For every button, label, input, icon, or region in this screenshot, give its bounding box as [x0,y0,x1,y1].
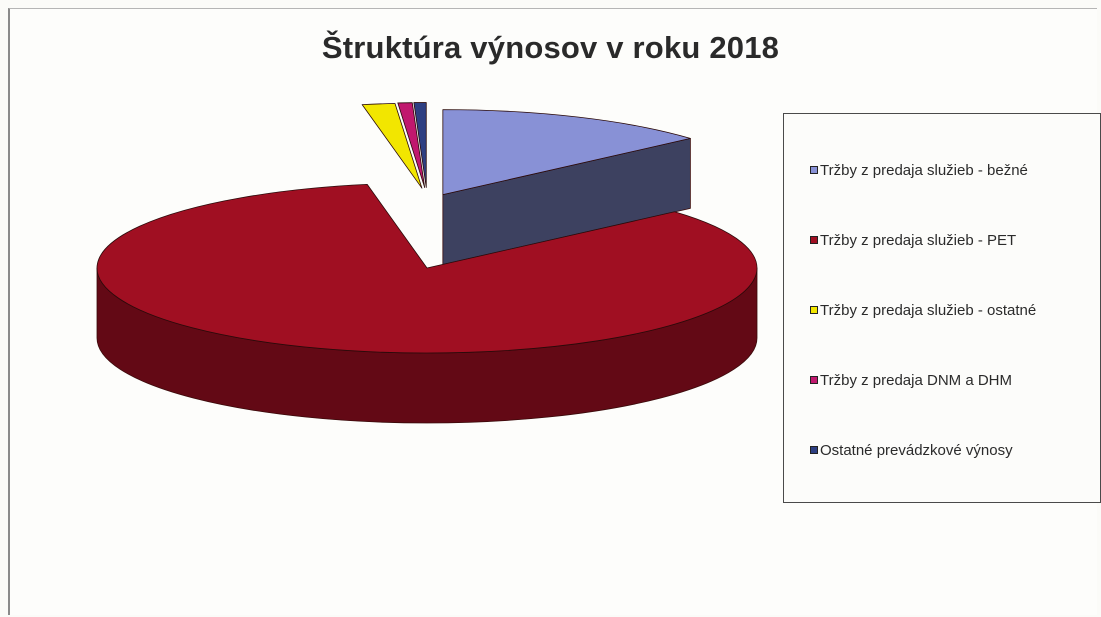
legend-swatch [810,376,818,384]
legend-label: Ostatné prevádzkové výnosy [820,441,1013,459]
chart-title: Štruktúra výnosov v roku 2018 [321,30,780,65]
legend-label: Tržby z predaja služieb - bežné [820,161,1028,179]
legend-item-prevadzkove: Ostatné prevádzkové výnosy [810,440,1013,460]
legend-label: Tržby z predaja služieb - PET [820,231,1017,249]
pie-top-layer [96,102,758,354]
pie-slice-ostatne [361,103,423,189]
legend-swatch [810,446,818,454]
pie-slice-bezne [442,109,691,196]
legend-item-ostatne: Tržby z predaja služieb - ostatné [810,300,1036,320]
legend-label: Tržby z predaja DNM a DHM [820,371,1012,389]
legend-item-bezne: Tržby z predaja služieb - bežné [810,160,1028,180]
legend-item-pet: Tržby z predaja služieb - PET [810,230,1016,250]
legend-label: Tržby z predaja služieb - ostatné [820,301,1037,319]
legend-swatch [810,306,818,314]
pie-slice-prevadzkove [413,102,427,188]
pie-slice-dnm-dhm [397,102,426,189]
legend-item-dnm-dhm: Tržby z predaja DNM a DHM [810,370,1012,390]
legend-swatch [810,236,818,244]
pie-slice-pet [96,184,758,354]
legend: Tržby z predaja služieb - bežné Tržby z … [783,113,1101,503]
legend-swatch [810,166,818,174]
